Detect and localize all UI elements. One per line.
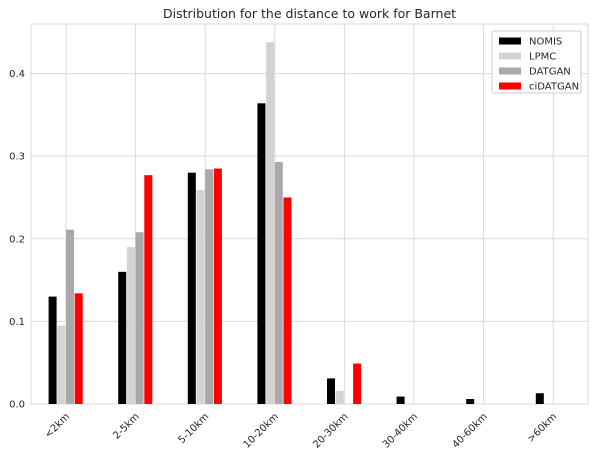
bar-lpmc-1 [57,325,66,404]
bar-datgan-1 [66,229,74,404]
x-tick-label: 2-5km [111,411,141,441]
legend-swatch-lpmc [499,52,521,60]
x-tick-label: >60km [526,411,560,445]
y-tick-label: 0.0 [9,400,25,411]
legend-label-lpmc: LPMC [529,52,556,63]
bar-cidatgan-3 [213,168,222,404]
bar-datgan-4 [274,161,283,404]
bar-nomis-5 [327,378,335,404]
bar-cidatgan-5 [353,363,362,404]
y-tick-labels: 0.0 0.1 0.2 0.3 0.4 [9,69,25,410]
x-tick-label: 10-20km [242,411,281,450]
bar-nomis-8 [535,393,544,404]
x-tick-label: <2km [43,411,72,440]
bar-nomis-3 [187,172,196,404]
bar-cidatgan-2 [144,175,153,404]
bar-nomis-2 [118,271,127,404]
x-tick-label: 30-40km [381,411,420,450]
legend: NOMIS LPMC DATGAN ciDATGAN [491,30,582,94]
legend-swatch-cidatgan [499,82,521,90]
bar-lpmc-5 [335,390,344,404]
bar-nomis-7 [466,399,475,404]
y-tick-label: 0.2 [9,234,25,245]
y-tick-label: 0.1 [9,317,25,328]
bar-lpmc-3 [196,190,205,404]
bar-datgan-2 [135,232,144,404]
legend-label-cidatgan: ciDATGAN [529,82,579,93]
bar-datgan-3 [205,169,214,404]
y-tick-label: 0.4 [9,69,25,80]
bar-lpmc-2 [126,247,135,404]
bars [48,42,544,404]
chart-title: Distribution for the distance to work fo… [163,6,456,21]
x-tick-labels: <2km 2-5km 5-10km 10-20km 20-30km 30-40km 40-6… [43,411,559,450]
x-tick-label: 5-10km [177,411,212,446]
bar-nomis-1 [48,296,57,404]
bar-lpmc-4 [266,42,275,404]
legend-label-nomis: NOMIS [529,37,562,48]
bar-nomis-4 [257,103,266,404]
legend-label-datgan: DATGAN [529,67,571,78]
legend-swatch-datgan [499,67,521,75]
y-tick-label: 0.3 [9,152,25,163]
x-tick-label: 40-60km [450,411,489,450]
bar-cidatgan-1 [74,293,83,404]
x-tick-label: 20-30km [311,411,350,450]
legend-swatch-nomis [499,37,521,45]
bar-cidatgan-4 [283,197,292,404]
legend-box [491,30,582,94]
bar-nomis-6 [396,396,405,404]
